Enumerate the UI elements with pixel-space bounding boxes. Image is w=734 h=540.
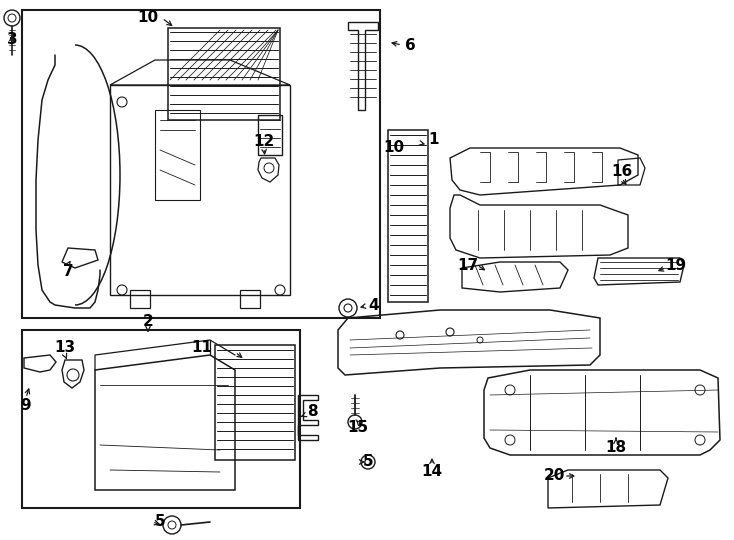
Text: 20: 20 <box>543 469 564 483</box>
Text: 19: 19 <box>666 258 686 273</box>
Text: 17: 17 <box>457 258 479 273</box>
Text: 14: 14 <box>421 464 443 480</box>
Bar <box>22 10 380 318</box>
Text: 13: 13 <box>54 341 76 355</box>
Text: 5: 5 <box>155 515 165 530</box>
Text: 15: 15 <box>347 421 368 435</box>
Text: 5: 5 <box>363 455 374 469</box>
Text: 12: 12 <box>253 134 275 150</box>
Text: 9: 9 <box>21 397 32 413</box>
Text: 4: 4 <box>368 298 379 313</box>
Text: 18: 18 <box>606 441 627 456</box>
Text: 10: 10 <box>383 140 404 156</box>
Bar <box>22 330 300 508</box>
Text: 3: 3 <box>7 32 18 48</box>
Text: 1: 1 <box>429 132 439 147</box>
Text: 7: 7 <box>62 265 73 280</box>
Text: 2: 2 <box>142 314 153 329</box>
Text: 6: 6 <box>404 37 415 52</box>
Text: 8: 8 <box>307 404 317 420</box>
Text: 16: 16 <box>611 165 633 179</box>
Text: 10: 10 <box>137 10 159 25</box>
Text: 11: 11 <box>192 341 213 355</box>
